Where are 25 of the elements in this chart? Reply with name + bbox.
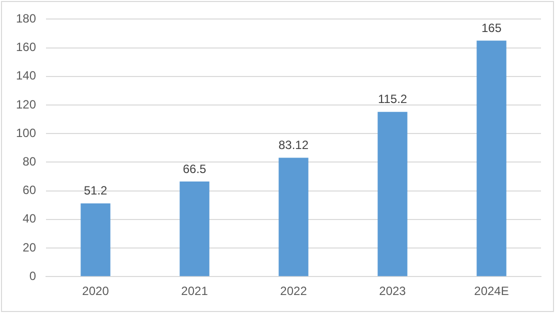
bar bbox=[476, 40, 506, 276]
bar bbox=[378, 112, 408, 276]
x-tick-label: 2022 bbox=[280, 284, 308, 298]
x-tick-label: 2023 bbox=[379, 284, 406, 298]
y-tick-label: 120 bbox=[16, 97, 36, 112]
y-tick-label: 0 bbox=[29, 268, 36, 283]
y-tick-label: 40 bbox=[22, 212, 36, 226]
data-label: 66.5 bbox=[182, 162, 207, 176]
bar bbox=[278, 158, 308, 276]
x-tick-label: 2021 bbox=[181, 284, 208, 298]
data-label: 115.2 bbox=[378, 92, 408, 106]
data-label: 165 bbox=[481, 20, 502, 35]
x-tick-label: 2020 bbox=[82, 284, 110, 298]
data-label: 83.12 bbox=[278, 138, 309, 152]
bar bbox=[80, 203, 110, 276]
y-tick-label: 20 bbox=[22, 240, 36, 254]
data-label: 51.2 bbox=[84, 184, 108, 198]
y-tick-label: 180 bbox=[16, 12, 36, 26]
y-tick-label: 100 bbox=[16, 126, 36, 140]
bar bbox=[180, 182, 210, 276]
y-tick-label: 160 bbox=[16, 40, 36, 54]
y-tick-label: 60 bbox=[22, 183, 36, 198]
y-tick-label: 80 bbox=[22, 154, 36, 169]
y-tick-label: 140 bbox=[16, 68, 36, 83]
x-tick-label: 2024E bbox=[474, 284, 509, 298]
